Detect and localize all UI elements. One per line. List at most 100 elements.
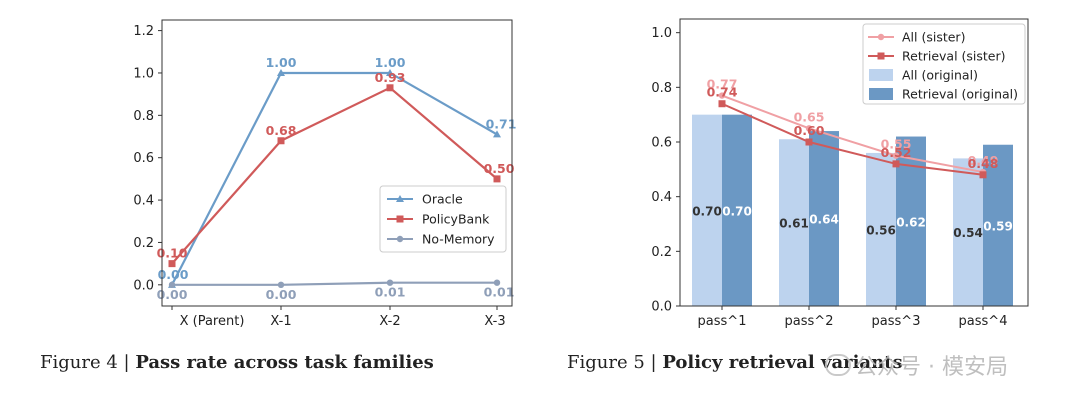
legend-policybank-marker (396, 215, 404, 223)
data-label: 0.00 (158, 267, 189, 282)
bar-value-label: 0.64 (809, 213, 839, 227)
series-line (721, 94, 984, 174)
watermark: 公众号 · 模安局 (825, 349, 1008, 381)
data-point (277, 281, 285, 289)
bar-value-label: 0.70 (692, 204, 722, 218)
data-point (493, 279, 501, 286)
plot-area: 0.00 1.00 1.00 0.71 0.10 0.68 0.93 0.50 0.00 0.00… (157, 55, 517, 302)
series-policybank (168, 84, 501, 268)
bars-0 (692, 114, 983, 307)
legend-label: All (original) (902, 68, 978, 83)
data-point (892, 160, 900, 168)
bar (866, 152, 896, 306)
data-label: 0.00 (157, 287, 188, 302)
bar-value-label: 0.56 (866, 223, 896, 237)
line-value-label: 0.48 (968, 156, 999, 171)
figure-4-panel: 0.00 1.00 1.00 0.71 0.10 0.68 0.93 0.50 0.00 0.00… (133, 19, 517, 329)
data-point (718, 92, 726, 99)
legend-box (862, 23, 1026, 105)
legend-line-0-marker (877, 33, 885, 41)
wechat-icon (825, 354, 851, 376)
line-value-label: 0.60 (794, 123, 825, 138)
figure-4-caption-prefix: Figure 4 | (40, 352, 136, 373)
bar-value-label: 0.70 (722, 204, 752, 218)
legend-box (379, 185, 507, 253)
y-tick-label: 0.8 (133, 109, 154, 124)
x-tick-label: X-1 (270, 314, 291, 329)
legend-label: Retrieval (sister) (902, 49, 1006, 64)
series-no-memory (168, 279, 501, 289)
data-label: 0.01 (375, 285, 406, 300)
bar (722, 114, 752, 307)
y-tick-label: 1.0 (651, 26, 672, 41)
data-label: 0.71 (486, 116, 517, 131)
legend-line-1-marker (877, 52, 885, 60)
data-label: 1.00 (266, 55, 297, 70)
legend: All (sister) Retrieval (sister) All (origi… (862, 23, 1026, 105)
legend-swatch (869, 69, 893, 81)
bar (809, 131, 839, 306)
legend-label: Oracle (422, 192, 463, 207)
data-label: 0.10 (157, 246, 188, 261)
x-tick-label: pass^4 (959, 314, 1008, 329)
plot-frame (161, 19, 513, 307)
watermark-text: 公众号 · 模安局 (855, 355, 1008, 380)
data-point (493, 130, 501, 138)
x-tick-label: X (Parent) (180, 314, 245, 329)
y-tick-label: 0.2 (133, 236, 154, 251)
y-tick-label: 0.6 (133, 151, 154, 166)
bar (779, 139, 809, 306)
y-tick-label: 0.8 (651, 81, 672, 96)
legend-label: Retrieval (original) (902, 87, 1018, 102)
y-tick-label: 0.0 (651, 300, 672, 315)
series-line-oracle (171, 71, 498, 286)
policy-retrieval-bar-chart: 0.70 0.61 0.56 0.54 0.70 0.64 0.62 0.59 0.77 0.65… (651, 18, 1029, 329)
y-tick-label: 1.0 (133, 66, 154, 81)
line-series-0 (718, 92, 987, 176)
data-point (892, 152, 900, 159)
bar-value-label: 0.54 (953, 226, 983, 240)
legend: Oracle PolicyBank No-Memory (379, 185, 507, 253)
data-point (805, 125, 813, 132)
x-tick-label: pass^2 (785, 314, 834, 329)
line-value-label: 0.77 (707, 77, 738, 92)
data-point (168, 281, 176, 289)
bar-value-label: 0.59 (983, 219, 1013, 233)
y-tick-label: 0.6 (651, 136, 672, 151)
data-point (805, 138, 813, 146)
line-series-1 (718, 100, 987, 179)
x-tick-label: X-3 (484, 314, 505, 329)
data-point (493, 175, 501, 183)
line-value-label: 0.65 (794, 109, 825, 124)
data-label: 0.50 (484, 161, 515, 176)
y-tick-label: 0.4 (133, 194, 154, 209)
data-point (386, 84, 394, 92)
data-label: 1.00 (375, 55, 406, 70)
series-oracle (168, 68, 501, 288)
y-tick-label: 1.2 (133, 24, 154, 39)
plot-frame (679, 18, 1029, 307)
figure-5-panel: 0.70 0.61 0.56 0.54 0.70 0.64 0.62 0.59 0.77 0.65… (540, 0, 1080, 407)
bar (983, 144, 1013, 306)
data-label: 0.01 (484, 285, 515, 300)
legend-label: No-Memory (422, 232, 495, 247)
legend-swatch (869, 88, 893, 100)
line-value-label: 0.52 (881, 145, 912, 160)
data-point (168, 260, 176, 268)
figure-4-caption-title: Pass rate across task families (135, 352, 434, 373)
data-label: 0.68 (266, 123, 297, 138)
x-tick-label: pass^3 (872, 314, 921, 329)
data-point (277, 137, 285, 145)
data-point (386, 279, 394, 286)
bar (953, 158, 983, 306)
pass-rate-line-chart: 0.001.00 1.000.710.100.680.930.500.00 0.00… (133, 19, 517, 329)
data-label: 0.93 (375, 70, 406, 85)
series-line-no-memory (172, 281, 497, 286)
bar-value-label: 0.62 (896, 215, 926, 229)
y-tick-label: 0.4 (651, 190, 672, 205)
series-line-policybank (171, 86, 498, 265)
bar-value-label: 0.61 (779, 217, 809, 231)
line-value-label: 0.55 (881, 137, 912, 152)
plot-area: 0.70 0.61 0.56 0.54 0.70 0.64 0.62 0.59 0.77 0.65… (692, 77, 1013, 307)
legend-label: PolicyBank (422, 212, 490, 227)
